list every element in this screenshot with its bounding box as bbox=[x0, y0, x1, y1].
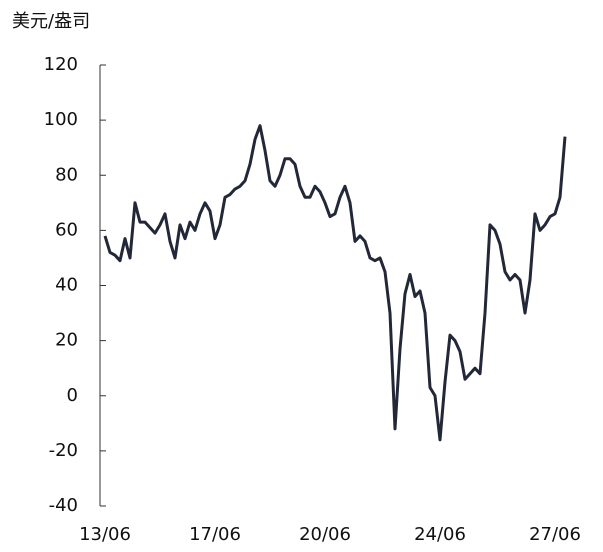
y-tick-label: 20 bbox=[55, 330, 78, 351]
y-tick-label: 0 bbox=[67, 385, 78, 406]
x-tick-label: 20/06 bbox=[299, 524, 351, 545]
y-tick-label: 80 bbox=[55, 164, 78, 185]
y-tick-label: 60 bbox=[55, 219, 78, 240]
x-tick-label: 17/06 bbox=[189, 524, 241, 545]
x-tick-label: 27/06 bbox=[529, 524, 581, 545]
y-tick-label: 100 bbox=[44, 109, 78, 130]
price-line bbox=[103, 124, 567, 442]
y-tick-label: 120 bbox=[44, 54, 78, 75]
y-tick-label: 40 bbox=[55, 275, 78, 296]
x-tick-label: 24/06 bbox=[414, 524, 466, 545]
y-tick-label: -40 bbox=[49, 495, 78, 516]
y-axis-label: 美元/盎司 bbox=[12, 11, 90, 32]
x-tick-label: 13/06 bbox=[79, 524, 131, 545]
y-tick-label: -20 bbox=[49, 440, 78, 461]
